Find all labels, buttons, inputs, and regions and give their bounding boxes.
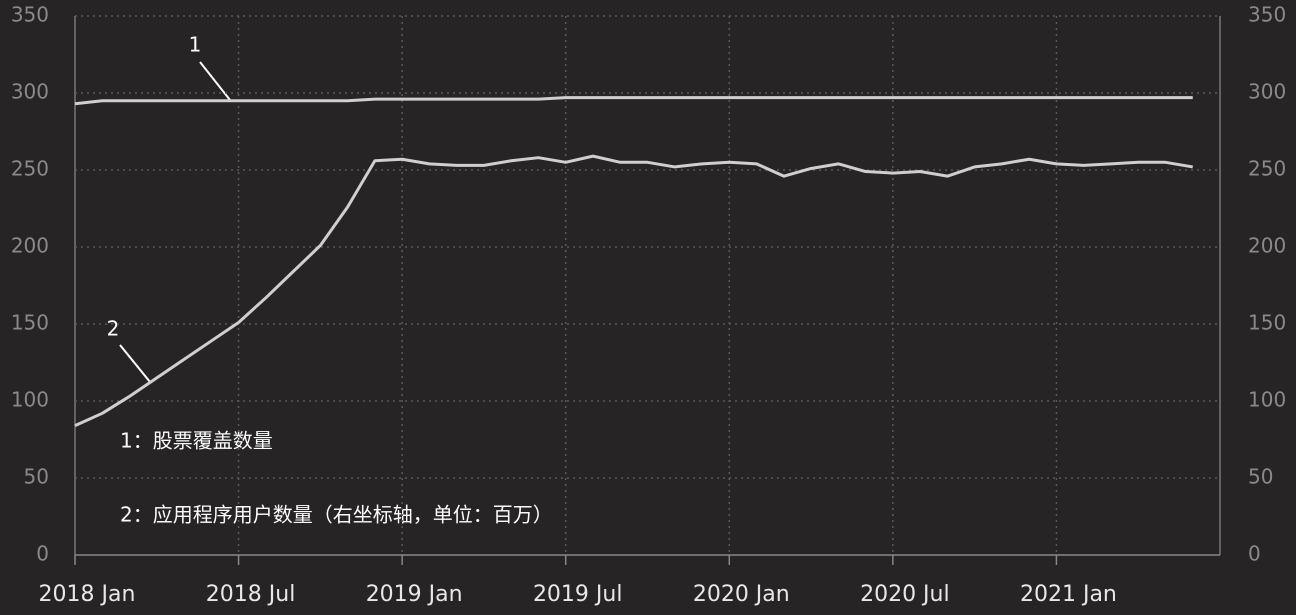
series-line <box>74 154 1193 428</box>
y-tick-label: 300 <box>11 80 49 104</box>
y-tick-label: 200 <box>11 234 49 258</box>
y2-tick-label: 0 <box>1248 542 1261 566</box>
x-tick-label: 2020 Jul <box>860 582 950 607</box>
x-tick-label: 2018 Jan <box>39 582 136 607</box>
x-tick-label: 2019 Jan <box>366 582 463 607</box>
y2-tick-label: 300 <box>1248 80 1286 104</box>
y-tick-label: 50 <box>24 465 49 489</box>
leader-line <box>119 344 151 383</box>
y2-tick-label: 350 <box>1248 3 1286 27</box>
y-tick-label: 0 <box>36 542 49 566</box>
y2-tick-label: 100 <box>1248 388 1286 412</box>
y2-tick-label: 50 <box>1248 465 1273 489</box>
y-tick-label: 250 <box>11 157 49 181</box>
annotation: 1：股票覆盖数量 <box>120 429 273 453</box>
annotation: 2：应用程序用户数量（右坐标轴，单位：百万） <box>120 503 553 527</box>
series-label: 1 <box>189 33 202 57</box>
x-tick-label: 2020 Jan <box>693 582 790 607</box>
x-tick-label: 2018 Jul <box>206 582 296 607</box>
x-tick-label: 2021 Jan <box>1020 582 1117 607</box>
x-tick-label: 2019 Jul <box>533 582 623 607</box>
y-tick-label: 100 <box>11 388 49 412</box>
series-line <box>74 96 1193 106</box>
y2-tick-label: 250 <box>1248 157 1286 181</box>
y-tick-label: 150 <box>11 311 49 335</box>
y-tick-label: 350 <box>11 3 49 27</box>
y2-tick-label: 200 <box>1248 234 1286 258</box>
y2-tick-label: 150 <box>1248 311 1286 335</box>
series-label: 2 <box>107 317 120 341</box>
